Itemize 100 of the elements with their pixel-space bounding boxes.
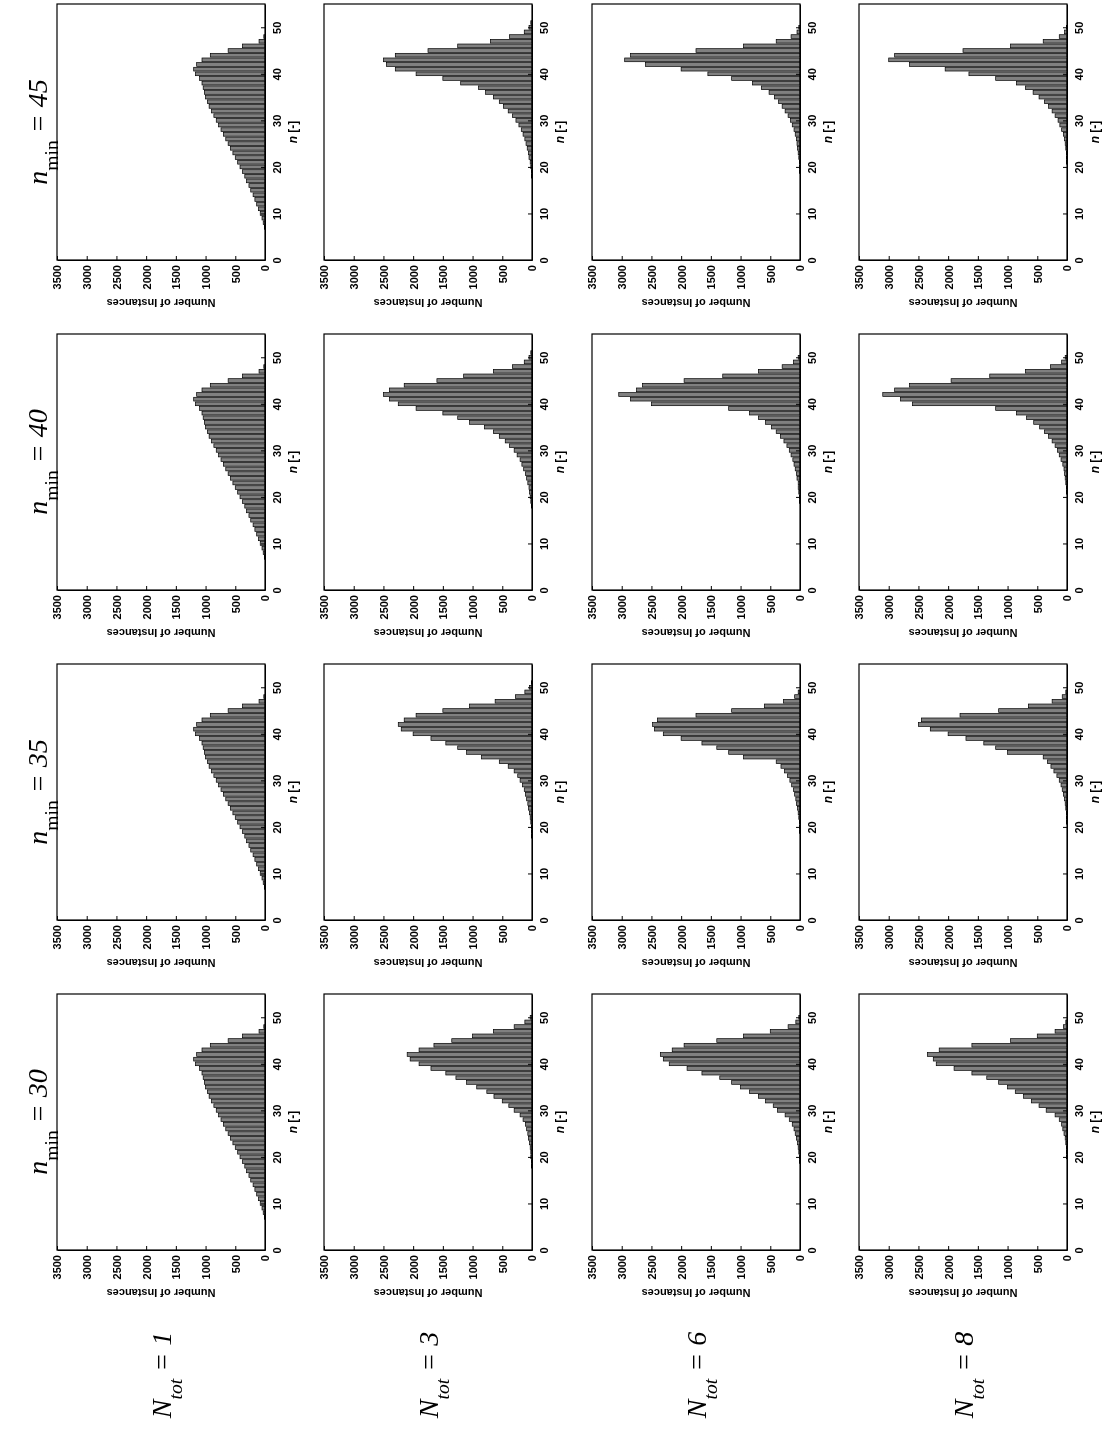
x-tick-label: 2500 <box>645 1255 658 1280</box>
x-tick-label: 500 <box>764 925 777 944</box>
y-tick-label: 20 <box>538 1151 550 1164</box>
x-tick-label: 3000 <box>81 1255 94 1280</box>
x-tick-label: 1000 <box>734 1255 747 1280</box>
x-tick-label: 1000 <box>1001 265 1014 290</box>
y-tick-label: 50 <box>806 681 818 694</box>
y-axis-title: n [-] <box>1088 780 1102 804</box>
x-tick-label: 1000 <box>199 595 212 620</box>
y-tick-label: 40 <box>271 728 283 741</box>
y-tick-label: 50 <box>806 21 818 34</box>
y-tick-label: 20 <box>1073 821 1085 834</box>
y-tick-label: 20 <box>538 821 550 834</box>
y-tick-label: 40 <box>271 68 283 81</box>
y-tick-label: 30 <box>538 1104 550 1117</box>
y-tick-label: 0 <box>271 1247 283 1254</box>
y-tick-label: 50 <box>1073 351 1085 364</box>
y-tick-label: 10 <box>1073 207 1085 221</box>
y-tick-label: 40 <box>538 68 550 81</box>
x-tick-label: 1000 <box>734 265 747 290</box>
y-tick-label: 10 <box>271 537 283 551</box>
x-axis-title: Number of Instances <box>908 957 1018 969</box>
x-tick-label: 1000 <box>466 925 479 950</box>
y-tick-label: 0 <box>538 587 550 594</box>
y-tick-label: 20 <box>271 821 283 834</box>
y-tick-label: 10 <box>538 207 550 221</box>
x-tick-label: 2500 <box>645 595 658 620</box>
x-axis-title: Number of Instances <box>106 1287 216 1299</box>
x-tick-label: 0 <box>526 925 539 932</box>
x-tick-label: 500 <box>496 265 509 284</box>
x-tick-label: 3500 <box>853 595 866 620</box>
y-tick-label: 30 <box>1073 114 1085 127</box>
y-tick-label: 20 <box>1073 491 1085 504</box>
y-tick-label: 50 <box>271 21 283 34</box>
x-tick-label: 3500 <box>51 925 64 950</box>
x-tick-label: 500 <box>1031 265 1044 284</box>
x-tick-label: 3500 <box>853 1255 866 1280</box>
x-tick-label: 2500 <box>377 1255 390 1280</box>
x-tick-label: 1000 <box>466 265 479 290</box>
y-tick-label: 10 <box>1073 1197 1085 1211</box>
x-tick-label: 3500 <box>586 595 599 620</box>
y-tick-label: 20 <box>271 491 283 504</box>
x-tick-label: 2000 <box>407 265 420 290</box>
x-axis-title: Number of Instances <box>106 297 216 309</box>
x-tick-label: 3500 <box>318 925 331 950</box>
x-tick-label: 2000 <box>407 595 420 620</box>
x-tick-label: 2000 <box>675 1255 688 1280</box>
y-tick-label: 50 <box>538 681 550 694</box>
x-tick-label: 3000 <box>348 925 361 950</box>
y-tick-label: 20 <box>806 491 818 504</box>
y-tick-label: 10 <box>271 1197 283 1211</box>
x-axis-title: Number of Instances <box>373 297 483 309</box>
x-tick-label: 3500 <box>853 925 866 950</box>
x-tick-label: 1000 <box>1001 1255 1014 1280</box>
x-tick-label: 1500 <box>170 925 183 950</box>
x-tick-label: 1500 <box>705 925 718 950</box>
y-axis-title: n [-] <box>286 120 300 144</box>
x-tick-label: 1500 <box>972 595 985 620</box>
y-tick-label: 20 <box>271 161 283 174</box>
x-axis-title: Number of Instances <box>373 957 483 969</box>
x-tick-label: 2500 <box>912 265 925 290</box>
y-tick-label: 40 <box>1073 728 1085 741</box>
y-tick-label: 30 <box>271 774 283 787</box>
y-tick-label: 10 <box>1073 867 1085 881</box>
x-tick-label: 2000 <box>407 1255 420 1280</box>
y-tick-label: 10 <box>538 867 550 881</box>
x-tick-label: 0 <box>794 595 807 602</box>
y-tick-label: 50 <box>806 351 818 364</box>
x-tick-label: 1000 <box>1001 595 1014 620</box>
x-axis-title: Number of Instances <box>641 627 751 639</box>
x-tick-label: 500 <box>229 595 242 614</box>
x-tick-label: 3500 <box>51 595 64 620</box>
y-tick-label: 40 <box>1073 1058 1085 1071</box>
x-tick-label: 500 <box>764 595 777 614</box>
x-tick-label: 1500 <box>170 265 183 290</box>
y-tick-label: 40 <box>806 68 818 81</box>
y-tick-label: 40 <box>538 1058 550 1071</box>
y-tick-label: 20 <box>538 161 550 174</box>
x-tick-label: 2000 <box>675 595 688 620</box>
y-tick-label: 50 <box>271 681 283 694</box>
x-tick-label: 1500 <box>972 1255 985 1280</box>
x-tick-label: 3500 <box>586 925 599 950</box>
x-tick-label: 1000 <box>466 595 479 620</box>
x-tick-label: 3000 <box>883 1255 896 1280</box>
x-tick-label: 3000 <box>883 265 896 290</box>
y-tick-label: 10 <box>538 1197 550 1211</box>
y-tick-label: 50 <box>1073 21 1085 34</box>
y-tick-label: 0 <box>806 257 818 264</box>
x-tick-label: 1500 <box>170 595 183 620</box>
y-tick-label: 40 <box>806 1058 818 1071</box>
y-axis-title: n [-] <box>821 1110 835 1134</box>
x-tick-label: 500 <box>496 595 509 614</box>
x-tick-label: 2000 <box>675 265 688 290</box>
x-tick-label: 2500 <box>110 925 123 950</box>
y-tick-label: 40 <box>271 398 283 411</box>
x-tick-label: 500 <box>229 265 242 284</box>
y-tick-label: 20 <box>806 1151 818 1164</box>
x-tick-label: 1000 <box>199 1255 212 1280</box>
x-tick-label: 0 <box>1061 265 1074 272</box>
y-tick-label: 50 <box>806 1011 818 1024</box>
